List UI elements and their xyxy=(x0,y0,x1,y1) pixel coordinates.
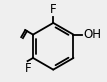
Text: F: F xyxy=(25,62,31,75)
Text: OH: OH xyxy=(83,28,101,41)
Text: F: F xyxy=(50,3,57,16)
